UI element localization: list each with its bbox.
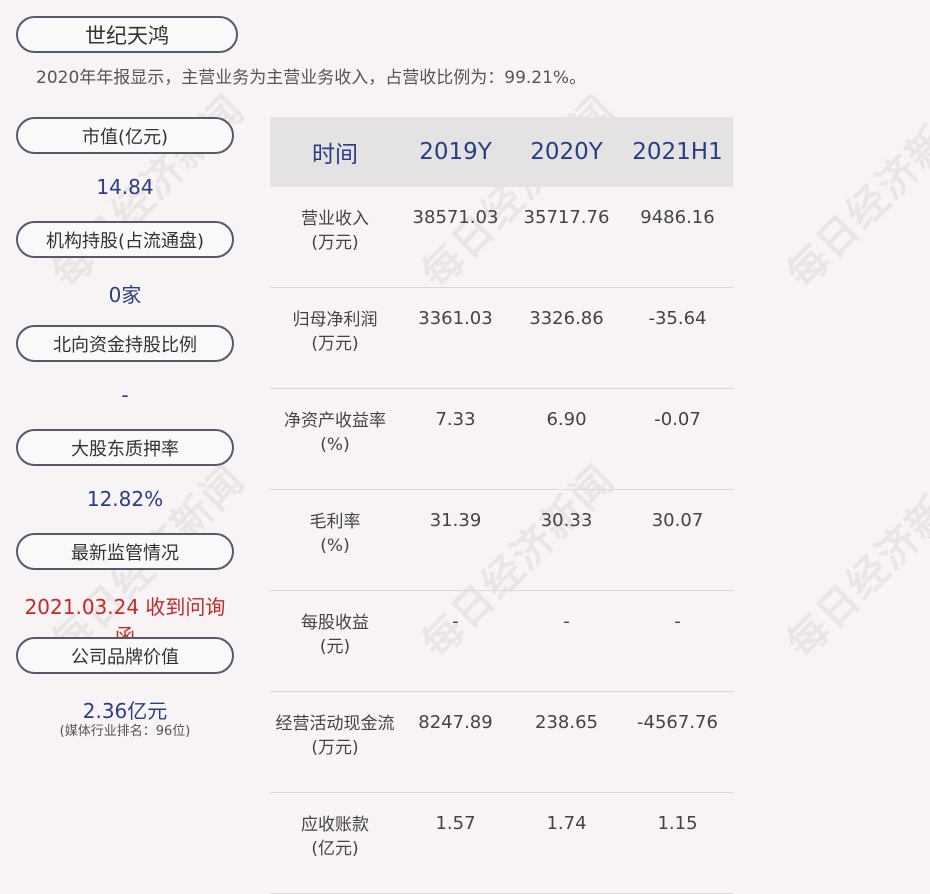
header-2020: 2020Y: [511, 117, 622, 187]
row-label-text: 净资产收益率: [284, 411, 386, 431]
row-label-text: 营业收入: [301, 209, 369, 229]
table-cell: 30.33: [511, 489, 622, 591]
row-label: 毛利率 (%): [270, 489, 400, 591]
table-cell: 238.65: [511, 691, 622, 793]
regulatory-status-label: 最新监管情况: [16, 533, 234, 570]
financial-table: 时间 2019Y 2020Y 2021H1 营业收入 (万元) 38571.03 35…: [270, 117, 733, 894]
row-label-text: 应收账款: [301, 815, 369, 835]
table-cell: 3326.86: [511, 287, 622, 389]
table-cell: 31.39: [400, 489, 511, 591]
market-cap-value: 14.84: [96, 175, 154, 199]
table-row: 净资产收益率 (%) 7.33 6.90 -0.07: [270, 388, 733, 490]
table-cell: -35.64: [622, 287, 733, 389]
brand-value-value: 2.36亿元: [82, 699, 168, 723]
table-row: 应收账款 (亿元) 1.57 1.74 1.15: [270, 792, 733, 894]
row-unit-text: (亿元): [311, 839, 359, 859]
table-cell: 30.07: [622, 489, 733, 591]
table-cell: 7.33: [400, 388, 511, 490]
row-unit-text: (万元): [311, 334, 359, 354]
table-cell: 1.57: [400, 792, 511, 894]
watermark: 每日经济新闻: [777, 455, 930, 668]
row-unit-text: (%): [320, 435, 350, 455]
row-label-text: 经营活动现金流: [275, 714, 395, 734]
table-cell: 6.90: [511, 388, 622, 490]
row-unit-text: (元): [319, 637, 351, 657]
table-row: 毛利率 (%) 31.39 30.33 30.07: [270, 489, 733, 591]
table-cell: 1.15: [622, 792, 733, 894]
row-label: 每股收益 (元): [270, 590, 400, 692]
pledge-rate-value: 12.82%: [86, 487, 164, 511]
northbound-holding-value: -: [121, 383, 129, 407]
header-2019: 2019Y: [400, 117, 511, 187]
brand-rank-note: (媒体行业排名：96位): [59, 724, 191, 739]
table-cell: 1.74: [511, 792, 622, 894]
row-label: 应收账款 (亿元): [270, 792, 400, 894]
table-cell: 35717.76: [511, 187, 622, 288]
company-title: 世纪天鸿: [16, 16, 238, 53]
brand-value-label: 公司品牌价值: [16, 637, 234, 674]
table-row: 经营活动现金流 (万元) 8247.89 238.65 -4567.76: [270, 691, 733, 793]
watermark: 每日经济新闻: [777, 85, 930, 298]
table-cell: 8247.89: [400, 691, 511, 793]
table-row: 营业收入 (万元) 38571.03 35717.76 9486.16: [270, 187, 733, 288]
row-unit-text: (万元): [311, 738, 359, 758]
row-label: 净资产收益率 (%): [270, 388, 400, 490]
row-unit-text: (%): [320, 536, 350, 556]
table-cell: -0.07: [622, 388, 733, 490]
header-period: 时间: [270, 117, 400, 187]
row-label: 归母净利润 (万元): [270, 287, 400, 389]
table-row: 每股收益 (元) - - -: [270, 590, 733, 692]
row-label: 营业收入 (万元): [270, 187, 400, 288]
row-label-text: 归母净利润: [292, 310, 378, 330]
institution-holding-value: 0家: [108, 283, 142, 307]
northbound-holding-label: 北向资金持股比例: [16, 325, 234, 362]
pledge-rate-label: 大股东质押率: [16, 429, 234, 466]
row-label-text: 每股收益: [301, 613, 369, 633]
row-label-text: 毛利率: [309, 512, 361, 532]
row-unit-text: (万元): [311, 233, 359, 253]
table-cell: 38571.03: [400, 187, 511, 288]
market-cap-label: 市值(亿元): [16, 117, 234, 154]
table-cell: -: [622, 590, 733, 692]
institution-holding-label: 机构持股(占流通盘): [16, 221, 234, 258]
table-cell: 3361.03: [400, 287, 511, 389]
table-row: 归母净利润 (万元) 3361.03 3326.86 -35.64: [270, 287, 733, 389]
table-header-row: 时间 2019Y 2020Y 2021H1: [270, 117, 733, 187]
summary-text: 2020年年报显示，主营业务为主营业务收入，占营收比例为：99.21%。: [36, 68, 587, 88]
table-cell: -: [400, 590, 511, 692]
table-cell: -4567.76: [622, 691, 733, 793]
header-2021h1: 2021H1: [622, 117, 733, 187]
table-cell: -: [511, 590, 622, 692]
row-label: 经营活动现金流 (万元): [270, 691, 400, 793]
table-cell: 9486.16: [622, 187, 733, 288]
